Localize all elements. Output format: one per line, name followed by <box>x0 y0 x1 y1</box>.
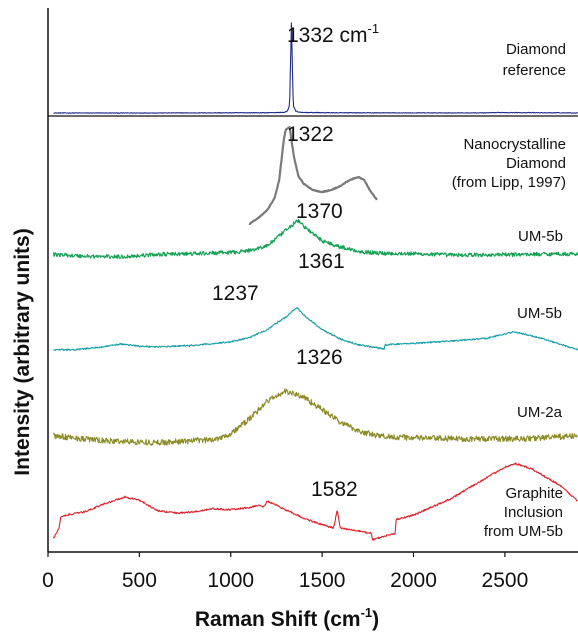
peak-label-value: 1582 <box>311 478 358 501</box>
series-line-um-5b-3 <box>53 307 578 352</box>
x-axis-title-sup: -1 <box>361 605 373 620</box>
x-tick-label: 1000 <box>207 569 254 592</box>
x-tick-label: 2500 <box>482 569 529 592</box>
series-label: Inclusion <box>504 504 563 521</box>
x-axis-title: Raman Shift (cm-1) <box>195 605 379 631</box>
peak-label: 1326 <box>296 346 343 369</box>
series-line-um-5b-2 <box>52 218 578 260</box>
peak-label: 1322 <box>287 123 334 146</box>
series-label: Diamond <box>506 41 566 58</box>
x-tick-label: 500 <box>122 569 157 592</box>
peak-label: 1370 <box>296 200 343 223</box>
peak-label-sup: -1 <box>368 21 380 36</box>
peak-label-value: 1237 <box>212 282 259 305</box>
labels: Diamond reference Nanocrystalline Diamond (f… <box>212 21 566 540</box>
series-label: UM-5b <box>517 305 562 322</box>
series-line-graphite-inclusion-from-um-5b-5 <box>52 462 578 541</box>
peak-label: 1361 <box>298 250 345 273</box>
series-label: UM-2a <box>517 404 563 421</box>
y-axis-title: Intensity (arbitrary units) <box>11 228 34 475</box>
series-label: UM-5b <box>518 228 563 245</box>
peak-label-value: 1370 <box>296 200 343 223</box>
series-line-nanocrystalline-diamond-from-lipp-1997-1 <box>248 126 378 226</box>
peak-label-value: 1326 <box>296 346 343 369</box>
peak-label: 1237 <box>212 282 259 305</box>
peak-label: 1332 cm-1 <box>287 21 379 47</box>
peak-label-value: 1322 <box>287 123 334 146</box>
series-label: Nanocrystalline <box>463 136 566 153</box>
peak-label: 1582 <box>311 478 358 501</box>
series-line-diamond-reference-0 <box>53 22 578 114</box>
peak-label-value: 1332 cm <box>287 24 368 47</box>
x-tick-label: 0 <box>42 569 54 592</box>
series-label: reference <box>503 62 566 79</box>
series-label: Diamond <box>506 155 566 172</box>
spectra <box>52 22 578 541</box>
x-axis-title-end: ) <box>372 608 379 631</box>
x-ticks: 0 500 1000 1500 2000 2500 <box>42 552 528 592</box>
series-line-um-2a-4 <box>52 388 578 446</box>
series-label: (from Lipp, 1997) <box>452 174 566 191</box>
series-label: Graphite <box>505 485 563 502</box>
x-axis-title-main: Raman Shift (cm <box>195 608 361 631</box>
x-tick-label: 2000 <box>390 569 437 592</box>
series-label: from UM-5b <box>484 523 563 540</box>
peak-label-value: 1361 <box>298 250 345 273</box>
plot-frame <box>47 8 578 553</box>
x-tick-label: 1500 <box>299 569 346 592</box>
